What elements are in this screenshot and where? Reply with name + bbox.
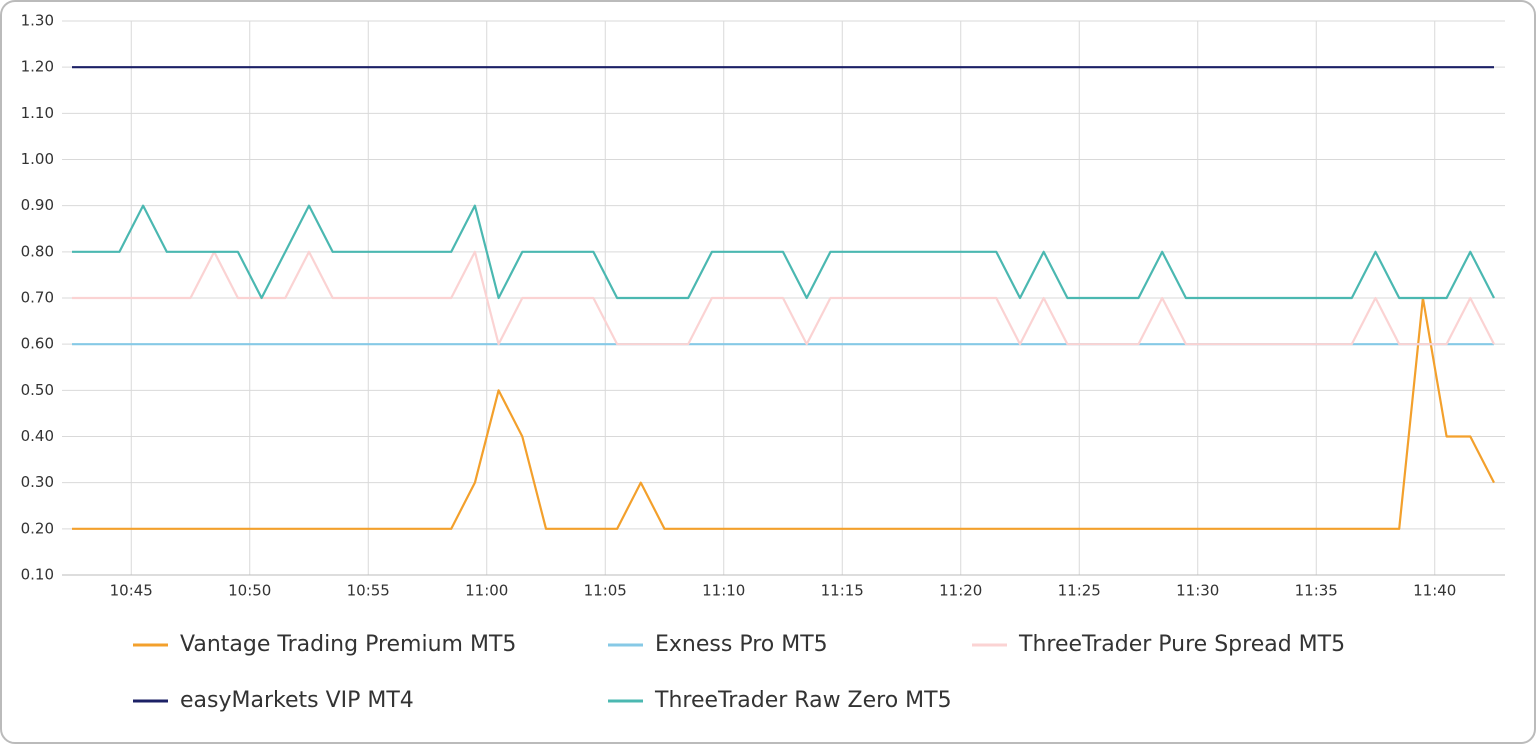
y-tick-label: 0.70 — [21, 289, 54, 307]
series-line — [72, 250, 1495, 346]
legend-label: easyMarkets VIP MT4 — [180, 688, 414, 713]
x-tick-label: 11:00 — [465, 582, 508, 600]
y-tick-label: 1.00 — [21, 150, 54, 168]
x-tick-label: 11:15 — [821, 582, 864, 600]
legend-label: Vantage Trading Premium MT5 — [180, 632, 516, 657]
x-tick-label: 11:25 — [1058, 582, 1101, 600]
x-tick-label: 11:35 — [1295, 582, 1338, 600]
y-tick-label: 0.90 — [21, 196, 54, 214]
y-tick-label: 0.50 — [21, 381, 54, 399]
y-tick-label: 0.10 — [21, 566, 54, 584]
legend-label: ThreeTrader Raw Zero MT5 — [654, 688, 952, 713]
x-tick-label: 10:50 — [228, 582, 271, 600]
y-tick-label: 0.60 — [21, 335, 54, 353]
y-tick-label: 1.20 — [21, 58, 54, 76]
x-tick-label: 11:30 — [1176, 582, 1219, 600]
series-line — [72, 204, 1495, 300]
y-tick-label: 0.80 — [21, 242, 54, 260]
y-tick-label: 0.30 — [21, 473, 54, 491]
legend-label: ThreeTrader Pure Spread MT5 — [1018, 632, 1345, 657]
y-tick-label: 1.10 — [21, 104, 54, 122]
series-line — [72, 296, 1495, 530]
x-tick-label: 10:45 — [110, 582, 153, 600]
x-tick-label: 11:40 — [1413, 582, 1456, 600]
x-tick-label: 11:20 — [939, 582, 982, 600]
y-tick-label: 1.30 — [21, 12, 54, 30]
x-tick-label: 11:05 — [584, 582, 627, 600]
x-tick-label: 11:10 — [702, 582, 745, 600]
x-tick-label: 10:55 — [347, 582, 390, 600]
y-tick-label: 0.20 — [21, 519, 54, 537]
legend-label: Exness Pro MT5 — [655, 632, 828, 657]
y-tick-label: 0.40 — [21, 427, 54, 445]
